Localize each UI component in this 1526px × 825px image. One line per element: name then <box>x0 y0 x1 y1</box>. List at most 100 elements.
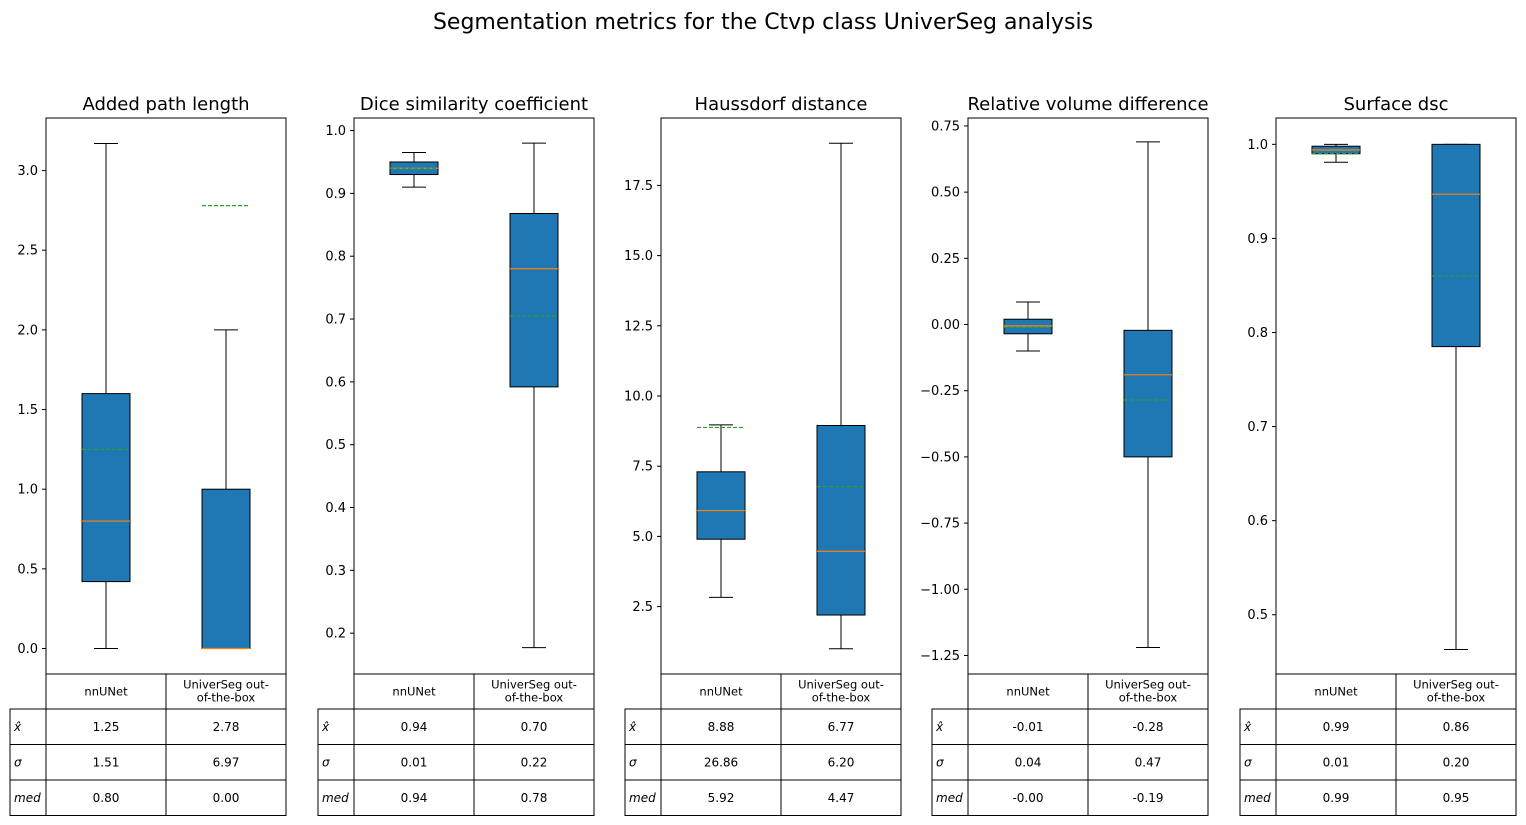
y-tick-label: 5.0 <box>632 530 653 545</box>
y-tick-label: 0.25 <box>931 252 960 267</box>
table-cell-value: 5.92 <box>708 791 735 805</box>
table-cell-value: 0.04 <box>1015 755 1042 769</box>
table-cell-value: 1.25 <box>93 720 120 734</box>
y-tick-label: 0.7 <box>1247 420 1268 435</box>
y-tick-label: −0.50 <box>920 450 960 465</box>
table-row-label: med <box>936 791 963 805</box>
box-iqr <box>696 471 746 540</box>
panel-title: Haussdorf distance <box>695 94 868 115</box>
table-column-header: nnUNet <box>699 685 743 699</box>
y-tick-label: −0.25 <box>920 384 960 399</box>
table-column-header: of-the-box <box>197 691 256 705</box>
table-cell-value: -0.28 <box>1132 720 1163 734</box>
table-cell-value: 0.47 <box>1135 755 1162 769</box>
table-column-header: of-the-box <box>505 691 564 705</box>
axes-frame <box>353 117 595 675</box>
table-row-label: med <box>14 791 41 805</box>
y-tick-label: 10.0 <box>624 390 653 405</box>
y-tick-label: 17.5 <box>624 179 653 194</box>
box-iqr <box>1123 329 1173 458</box>
table-cell-value: 0.80 <box>93 791 120 805</box>
table-column-header: nnUNet <box>1006 685 1050 699</box>
y-tick-label: 3.0 <box>17 164 38 179</box>
table-column-header: of-the-box <box>812 691 871 705</box>
table-row-label: x̂ <box>13 720 22 734</box>
y-tick-label: 1.0 <box>325 124 346 139</box>
table-cell-value: 1.51 <box>93 755 120 769</box>
panel-title: Dice similarity coefficient <box>360 94 588 115</box>
table-cell-value: -0.00 <box>1012 791 1043 805</box>
table-column-header: UniverSeg out- <box>1413 678 1499 692</box>
table-cell-value: 2.78 <box>213 720 240 734</box>
y-tick-label: 0.50 <box>931 186 960 201</box>
table-cell-value: -0.01 <box>1012 720 1043 734</box>
y-tick-label: 0.5 <box>325 438 346 453</box>
y-tick-label: 0.00 <box>931 318 960 333</box>
box-iqr <box>1003 318 1053 335</box>
table-row-label: med <box>322 791 349 805</box>
table-row-label: σ <box>629 755 637 769</box>
y-tick-label: 0.8 <box>325 250 346 265</box>
panel-title: Added path length <box>82 94 249 115</box>
y-tick-label: 0.6 <box>325 375 346 390</box>
table-cell-value: 0.94 <box>401 791 428 805</box>
table-cell-value: 0.00 <box>213 791 240 805</box>
y-tick-label: 1.0 <box>17 483 38 498</box>
y-tick-label: 1.5 <box>17 403 38 418</box>
table-column-header: of-the-box <box>1427 691 1486 705</box>
y-tick-label: 2.5 <box>632 600 653 615</box>
table-cell-value: 0.99 <box>1323 720 1350 734</box>
table-cell-value: 0.94 <box>401 720 428 734</box>
table-cell <box>1395 779 1517 816</box>
table-column-header: nnUNet <box>1314 685 1358 699</box>
table-column-header: UniverSeg out- <box>1105 678 1191 692</box>
box-iqr <box>201 488 251 650</box>
y-tick-label: 0.5 <box>17 562 38 577</box>
panel-title: Relative volume difference <box>967 94 1208 115</box>
y-tick-label: 0.75 <box>931 119 960 134</box>
y-tick-label: 2.5 <box>17 244 38 259</box>
table-column-header: of-the-box <box>1119 691 1178 705</box>
table-row-label: x̂ <box>321 720 330 734</box>
table-row-label: σ <box>936 755 944 769</box>
table-column-header: nnUNet <box>392 685 436 699</box>
table-row-label: x̂ <box>935 720 944 734</box>
figure-title: Segmentation metrics for the Ctvp class … <box>433 10 1093 35</box>
table-column-header: UniverSeg out- <box>491 678 577 692</box>
y-tick-label: 0.7 <box>325 313 346 328</box>
table-cell-value: 6.77 <box>828 720 855 734</box>
y-tick-label: 15.0 <box>624 249 653 264</box>
table-cell-value: 0.70 <box>521 720 548 734</box>
table-cell <box>780 779 902 816</box>
box-iqr <box>816 424 866 616</box>
box-iqr <box>81 393 131 583</box>
y-tick-label: 0.6 <box>1247 514 1268 529</box>
y-tick-label: 0.4 <box>325 501 346 516</box>
table-cell-value: 0.78 <box>521 791 548 805</box>
y-tick-label: 0.8 <box>1247 326 1268 341</box>
table-cell <box>165 779 287 816</box>
box-iqr <box>509 212 559 388</box>
table-cell <box>473 779 595 816</box>
table-cell-value: 0.22 <box>521 755 548 769</box>
table-cell-value: 0.86 <box>1443 720 1470 734</box>
box-iqr <box>1431 143 1481 348</box>
table-cell-value: 0.95 <box>1443 791 1470 805</box>
table-cell-value: 0.99 <box>1323 791 1350 805</box>
table-column-header: UniverSeg out- <box>798 678 884 692</box>
table-row-label: med <box>1244 791 1271 805</box>
y-tick-label: −0.75 <box>920 517 960 532</box>
table-cell-value: 0.01 <box>1323 755 1350 769</box>
y-tick-label: 0.0 <box>17 642 38 657</box>
table-row-label: x̂ <box>628 720 637 734</box>
table-row-label: med <box>629 791 656 805</box>
table-column-header: UniverSeg out- <box>183 678 269 692</box>
table-cell-value: 26.86 <box>704 755 738 769</box>
y-tick-label: 0.5 <box>1247 608 1268 623</box>
table-cell-value: 4.47 <box>828 791 855 805</box>
y-tick-label: 1.0 <box>1247 138 1268 153</box>
y-tick-label: 12.5 <box>624 319 653 334</box>
table-cell-value: 6.97 <box>213 755 240 769</box>
y-tick-label: −1.00 <box>920 583 960 598</box>
